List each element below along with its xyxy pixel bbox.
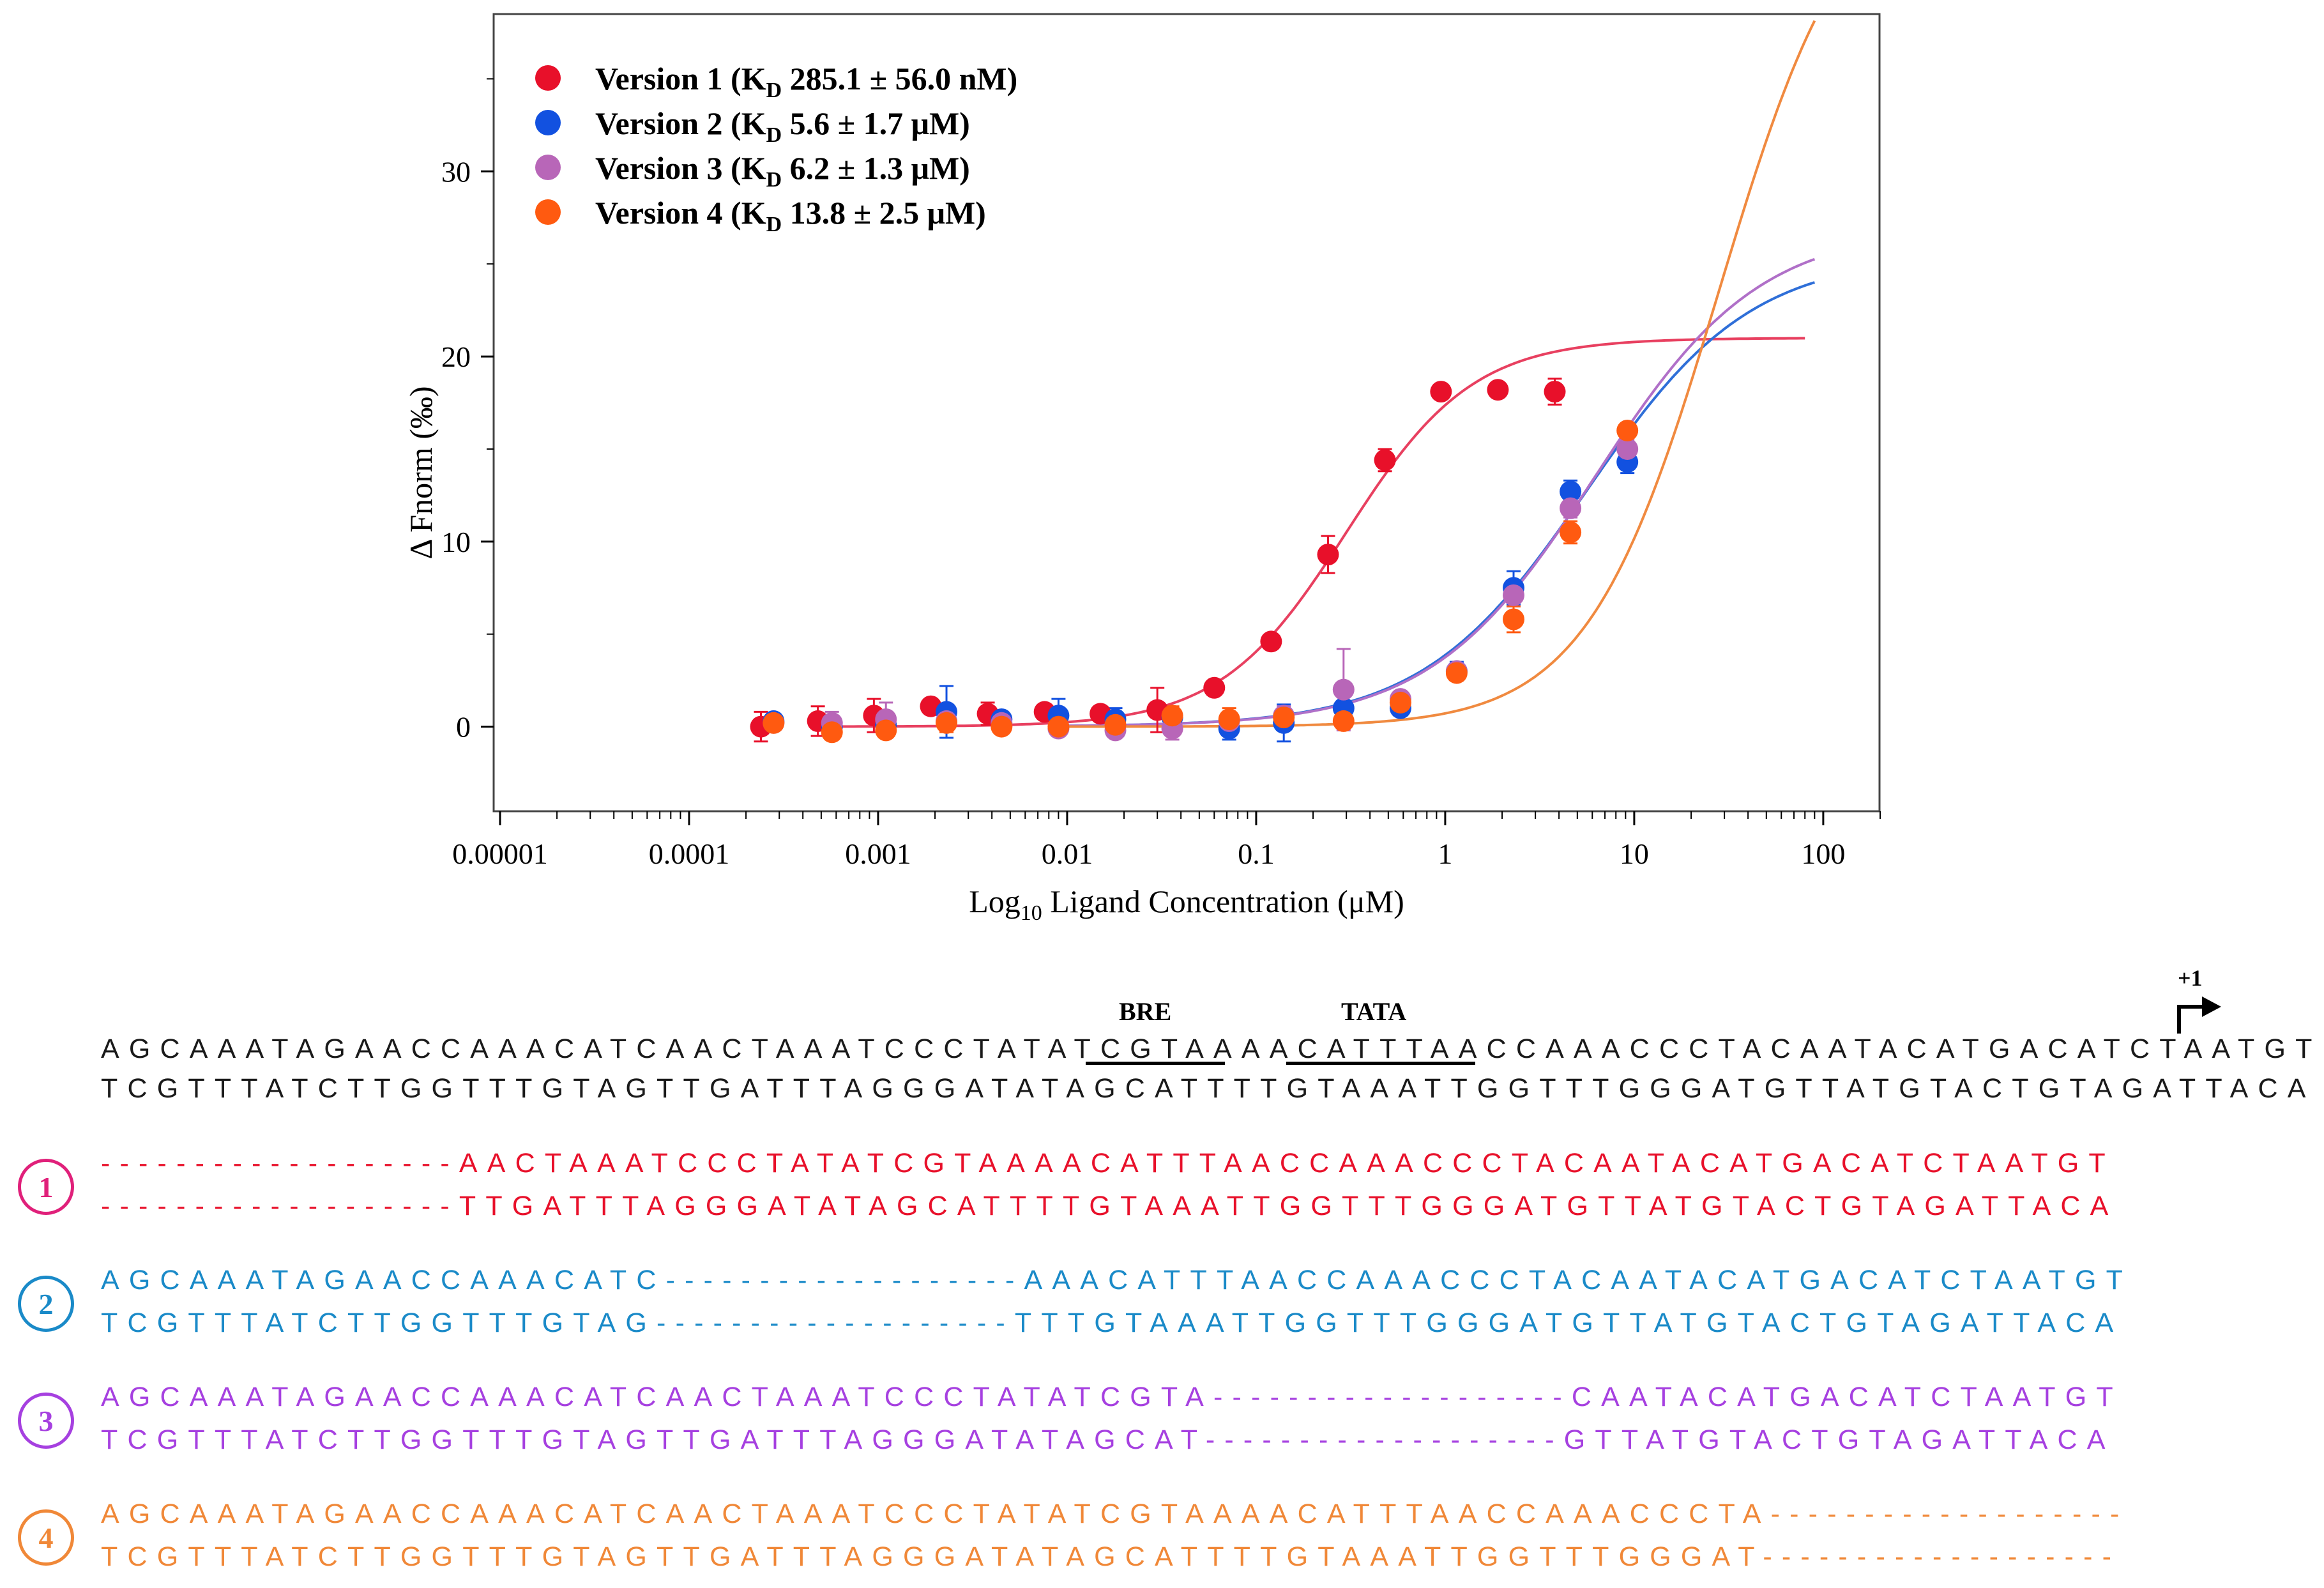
data-point-version-4 bbox=[763, 712, 785, 734]
version-3-badge: 3 bbox=[18, 1393, 74, 1449]
legend-marker-version-2 bbox=[535, 110, 561, 135]
data-point-version-1 bbox=[1260, 630, 1282, 653]
tss-label: +1 bbox=[2178, 965, 2203, 991]
data-point-version-1 bbox=[1203, 676, 1226, 699]
legend-label-version-4: Version 4 (KD 13.8 ± 2.5 μM) bbox=[595, 195, 986, 236]
x-tick-label: 0.0001 bbox=[649, 837, 730, 870]
version-1-badge: 1 bbox=[18, 1159, 74, 1215]
y-tick-label: 10 bbox=[441, 526, 471, 558]
x-tick-label: 1 bbox=[1438, 837, 1452, 870]
data-point-version-4 bbox=[1104, 714, 1127, 736]
data-point-version-4 bbox=[1218, 708, 1240, 731]
fit-curve-version-4 bbox=[1067, 20, 1816, 728]
data-point-version-4 bbox=[1502, 608, 1524, 630]
version-1-top-strand: -------------------AACTAAATCCCTATATCGTAA… bbox=[101, 1148, 2115, 1179]
x-tick-label: 10 bbox=[1620, 837, 1649, 870]
legend-marker-version-1 bbox=[535, 65, 561, 91]
data-point-version-3 bbox=[1560, 497, 1582, 519]
legend-label-version-2: Version 2 (KD 5.6 ± 1.7 μM) bbox=[595, 105, 970, 147]
data-point-version-4 bbox=[1273, 706, 1295, 729]
bre-underline bbox=[1086, 1062, 1225, 1065]
x-tick-label: 0.1 bbox=[1238, 837, 1275, 870]
data-point-version-4 bbox=[1560, 521, 1582, 544]
x-axis-title: Log10 Ligand Concentration (μM) bbox=[969, 883, 1404, 925]
version-2-top-strand: AGCAAATAGAACCAAACATC-------------------A… bbox=[101, 1265, 2133, 1295]
data-point-version-1 bbox=[1487, 379, 1509, 401]
x-tick-label: 0.001 bbox=[845, 837, 911, 870]
data-point-version-2 bbox=[1560, 480, 1582, 503]
tss-arrow-icon bbox=[2177, 996, 2221, 1034]
data-point-version-4 bbox=[875, 719, 897, 742]
version-2-badge: 2 bbox=[18, 1276, 74, 1332]
legend-marker-version-3 bbox=[535, 155, 561, 180]
legend-label-version-3: Version 3 (KD 6.2 ± 1.3 μM) bbox=[595, 150, 970, 192]
y-tick-label: 20 bbox=[441, 340, 471, 373]
plot-frame bbox=[492, 13, 1881, 813]
data-point-version-4 bbox=[1445, 662, 1468, 684]
data-point-version-3 bbox=[1502, 584, 1524, 606]
data-point-version-4 bbox=[936, 712, 958, 734]
version-4-badge: 4 bbox=[18, 1509, 74, 1566]
bre-label: BRE bbox=[1119, 997, 1172, 1026]
x-tick-label: 0.00001 bbox=[452, 837, 548, 870]
data-point-version-1 bbox=[1430, 381, 1452, 403]
data-point-version-1 bbox=[1544, 381, 1566, 403]
tata-underline bbox=[1286, 1062, 1475, 1065]
version-4-bottom-strand: TCGTTTATCTTGGTTTGTAGTTGATTTAGGGATATAGCAT… bbox=[101, 1541, 2122, 1572]
tata-label: TATA bbox=[1341, 997, 1407, 1026]
version-3-bottom-strand: TCGTTTATCTTGGTTTGTAGTTGATTTAGGGATATAGCAT… bbox=[101, 1424, 2115, 1455]
binding-curve-chart: 0.00001 0.0001 0.001 0.01 0.1 1 10 100 0102030 … bbox=[403, 13, 1881, 925]
data-point-version-4 bbox=[1047, 715, 1070, 738]
data-point-version-3 bbox=[1332, 678, 1355, 701]
x-tick-label: 100 bbox=[1801, 837, 1845, 870]
y-tick-label: 30 bbox=[441, 155, 471, 188]
data-point-version-4 bbox=[1616, 419, 1639, 441]
data-point-version-1 bbox=[1374, 449, 1396, 471]
fit-curve-version-3 bbox=[1067, 257, 1816, 728]
legend-label-version-1: Version 1 (KD 285.1 ± 56.0 nM) bbox=[595, 61, 1017, 102]
data-point-version-4 bbox=[1161, 705, 1183, 727]
x-tick-label: 0.01 bbox=[1042, 837, 1093, 870]
data-point-version-4 bbox=[991, 715, 1013, 738]
data-point-version-1 bbox=[1317, 544, 1339, 566]
data-point-version-4 bbox=[821, 721, 843, 744]
reference-top-strand: AGCAAATAGAACCAAACATCAACTAAATCCCTATATCGTA… bbox=[101, 1034, 2322, 1064]
data-point-version-4 bbox=[1332, 710, 1355, 732]
legend-marker-version-4 bbox=[535, 199, 561, 225]
version-4-top-strand: AGCAAATAGAACCAAACATCAACTAAATCCCTATATCGTA… bbox=[101, 1499, 2129, 1529]
version-2-bottom-strand: TCGTTTATCTTGGTTTGTAG-------------------T… bbox=[101, 1308, 2123, 1338]
version-1-bottom-strand: -------------------TTGATTTAGGGATATAGCATT… bbox=[101, 1191, 2118, 1221]
y-tick-label: 0 bbox=[456, 711, 471, 744]
data-point-version-4 bbox=[1389, 691, 1411, 714]
version-3-top-strand: AGCAAATAGAACCAAACATCAACTAAATCCCTATATCGTA… bbox=[101, 1382, 2123, 1412]
reference-bottom-strand: TCGTTTATCTTGGTTTGTAGTTGATTTAGGGATATAGCAT… bbox=[101, 1073, 2316, 1104]
y-axis-title: Δ Fnorm (‰) bbox=[403, 386, 439, 559]
data-point-version-3 bbox=[1616, 438, 1639, 460]
